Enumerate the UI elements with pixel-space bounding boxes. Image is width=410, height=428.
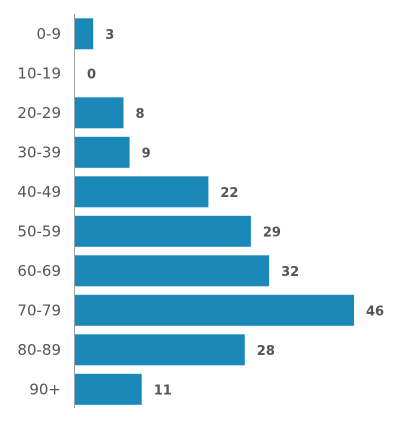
bars-group [75, 18, 354, 405]
category-label-10-19: 10-19 [17, 64, 61, 82]
bar-20-29 [75, 97, 124, 129]
category-label-30-39: 30-39 [17, 143, 61, 161]
bar-50-59 [75, 215, 251, 247]
value-label-60-69: 32 [281, 265, 299, 280]
value-labels-group: 3 0 8 9 22 29 32 46 28 11 [87, 28, 384, 398]
bar-40-49 [75, 176, 209, 208]
category-label-60-69: 60-69 [17, 262, 61, 280]
value-label-10-19: 0 [87, 67, 96, 82]
value-label-50-59: 29 [263, 225, 281, 240]
category-label-20-29: 20-29 [17, 104, 61, 122]
category-label-90+: 90+ [29, 380, 61, 398]
value-label-40-49: 22 [220, 186, 238, 201]
value-label-70-79: 46 [366, 304, 384, 319]
category-label-80-89: 80-89 [17, 341, 61, 359]
value-label-90+: 11 [154, 383, 172, 398]
value-label-30-39: 9 [142, 146, 151, 161]
category-label-40-49: 40-49 [17, 183, 61, 201]
bar-80-89 [75, 334, 245, 366]
category-label-50-59: 50-59 [17, 222, 61, 240]
bar-0-9 [75, 18, 94, 50]
category-label-0-9: 0-9 [37, 25, 62, 43]
category-label-70-79: 70-79 [17, 301, 61, 319]
bar-60-69 [75, 255, 270, 287]
bar-70-79 [75, 294, 354, 326]
category-labels-group: 0-9 10-19 20-29 30-39 40-49 50-59 60-69 70-79 80… [17, 25, 62, 398]
value-label-20-29: 8 [136, 107, 145, 122]
value-label-80-89: 28 [257, 344, 275, 359]
value-label-0-9: 3 [105, 28, 114, 43]
bar-30-39 [75, 136, 130, 168]
bar-90+ [75, 373, 142, 405]
